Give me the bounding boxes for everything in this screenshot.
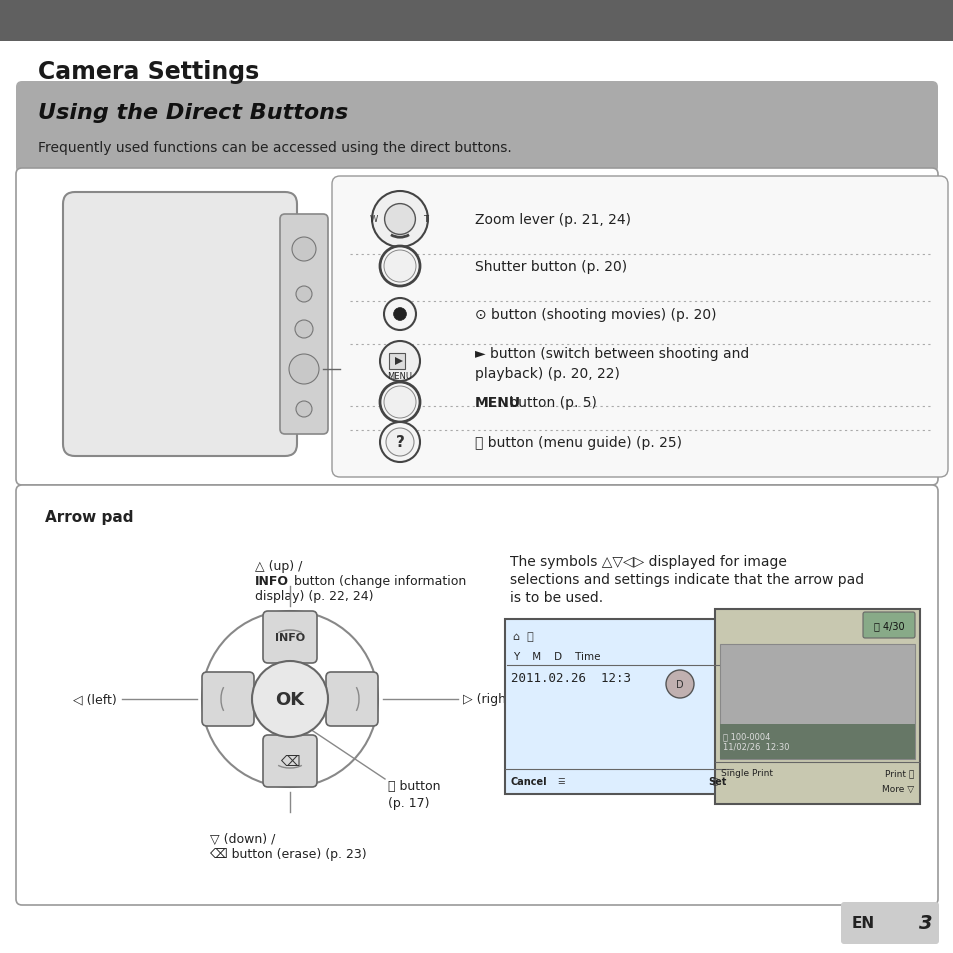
Text: ► button (switch between shooting and: ► button (switch between shooting and xyxy=(475,347,748,360)
FancyBboxPatch shape xyxy=(16,169,937,485)
Circle shape xyxy=(384,298,416,331)
Circle shape xyxy=(295,401,312,417)
Text: ⊙ button (shooting movies) (p. 20): ⊙ button (shooting movies) (p. 20) xyxy=(475,308,716,322)
FancyBboxPatch shape xyxy=(714,609,919,804)
Text: ▷ (right): ▷ (right) xyxy=(462,693,516,706)
Text: D: D xyxy=(676,679,683,689)
Text: Set: Set xyxy=(708,776,726,786)
Circle shape xyxy=(292,237,315,262)
Text: 3: 3 xyxy=(919,914,932,933)
Text: OK: OK xyxy=(275,690,304,708)
Text: ?: ? xyxy=(395,435,404,450)
Circle shape xyxy=(379,341,419,381)
Text: The symbols △▽◁▷ displayed for image: The symbols △▽◁▷ displayed for image xyxy=(510,555,786,568)
Text: ⌹ 4/30: ⌹ 4/30 xyxy=(873,620,903,630)
Text: Shutter button (p. 20): Shutter button (p. 20) xyxy=(475,260,626,274)
Text: ⌫ button (erase) (p. 23): ⌫ button (erase) (p. 23) xyxy=(210,847,366,861)
Text: MENU: MENU xyxy=(387,372,412,381)
Text: playback) (p. 20, 22): playback) (p. 20, 22) xyxy=(475,367,619,380)
Circle shape xyxy=(394,308,406,321)
FancyBboxPatch shape xyxy=(326,672,377,726)
Bar xyxy=(0,0,953,42)
Text: △ (up) /: △ (up) / xyxy=(254,559,302,573)
Text: Camera Settings: Camera Settings xyxy=(38,60,259,84)
Text: 11/02/26  12:30: 11/02/26 12:30 xyxy=(722,742,789,751)
FancyBboxPatch shape xyxy=(280,214,328,435)
Text: (p. 17): (p. 17) xyxy=(388,796,429,809)
Text: Ⓘ: Ⓘ xyxy=(712,776,718,785)
FancyBboxPatch shape xyxy=(720,724,914,760)
Text: ❓ button (menu guide) (p. 25): ❓ button (menu guide) (p. 25) xyxy=(475,436,681,450)
FancyBboxPatch shape xyxy=(202,672,253,726)
Circle shape xyxy=(379,382,419,422)
FancyBboxPatch shape xyxy=(63,193,296,456)
Text: Single Print: Single Print xyxy=(720,768,772,778)
Circle shape xyxy=(379,422,419,462)
Text: Zoom lever (p. 21, 24): Zoom lever (p. 21, 24) xyxy=(475,213,630,227)
Text: ▽ (down) /: ▽ (down) / xyxy=(210,832,275,845)
Text: button (change information: button (change information xyxy=(290,575,466,587)
Text: EN: EN xyxy=(851,916,874,930)
FancyBboxPatch shape xyxy=(332,177,947,477)
Text: MENU: MENU xyxy=(475,395,520,410)
Text: T: T xyxy=(423,215,428,224)
FancyBboxPatch shape xyxy=(263,735,316,787)
Text: INFO: INFO xyxy=(274,633,305,642)
Circle shape xyxy=(384,387,416,418)
FancyBboxPatch shape xyxy=(389,354,405,370)
FancyBboxPatch shape xyxy=(504,619,732,794)
FancyBboxPatch shape xyxy=(263,612,316,663)
Circle shape xyxy=(289,355,318,385)
Text: ⌫: ⌫ xyxy=(280,754,299,768)
Polygon shape xyxy=(395,357,402,366)
Circle shape xyxy=(294,320,313,338)
Circle shape xyxy=(379,247,419,287)
Text: INFO: INFO xyxy=(254,575,289,587)
Text: ◁ (left): ◁ (left) xyxy=(73,693,117,706)
FancyBboxPatch shape xyxy=(862,613,914,639)
FancyBboxPatch shape xyxy=(16,82,937,173)
Circle shape xyxy=(384,251,416,283)
FancyBboxPatch shape xyxy=(720,644,914,760)
Text: Y    M    D    Time: Y M D Time xyxy=(513,651,599,661)
Circle shape xyxy=(295,287,312,303)
Text: display) (p. 22, 24): display) (p. 22, 24) xyxy=(254,589,374,602)
Text: selections and settings indicate that the arrow pad: selections and settings indicate that th… xyxy=(510,573,863,586)
FancyBboxPatch shape xyxy=(841,902,938,944)
Text: W: W xyxy=(370,215,377,224)
Text: Print Ⓘ: Print Ⓘ xyxy=(883,768,913,778)
Text: Arrow pad: Arrow pad xyxy=(45,510,133,525)
Circle shape xyxy=(386,429,414,456)
FancyBboxPatch shape xyxy=(16,485,937,905)
Circle shape xyxy=(665,670,693,699)
Text: button (p. 5): button (p. 5) xyxy=(504,395,597,410)
Text: More ▽: More ▽ xyxy=(881,784,913,793)
Text: ⌂  ⏱: ⌂ ⏱ xyxy=(513,631,533,641)
Text: is to be used.: is to be used. xyxy=(510,590,602,604)
Text: Cancel: Cancel xyxy=(511,776,547,786)
Text: Ⓘ button: Ⓘ button xyxy=(388,780,440,792)
Text: Frequently used functions can be accessed using the direct buttons.: Frequently used functions can be accesse… xyxy=(38,141,511,154)
Text: ☰: ☰ xyxy=(557,776,564,785)
Text: 2011.02.26  12:3: 2011.02.26 12:3 xyxy=(511,671,630,684)
Text: ⌹ 100-0004: ⌹ 100-0004 xyxy=(722,731,770,740)
Circle shape xyxy=(252,661,328,738)
Text: Using the Direct Buttons: Using the Direct Buttons xyxy=(38,103,348,123)
Circle shape xyxy=(384,204,415,235)
Circle shape xyxy=(372,192,428,248)
